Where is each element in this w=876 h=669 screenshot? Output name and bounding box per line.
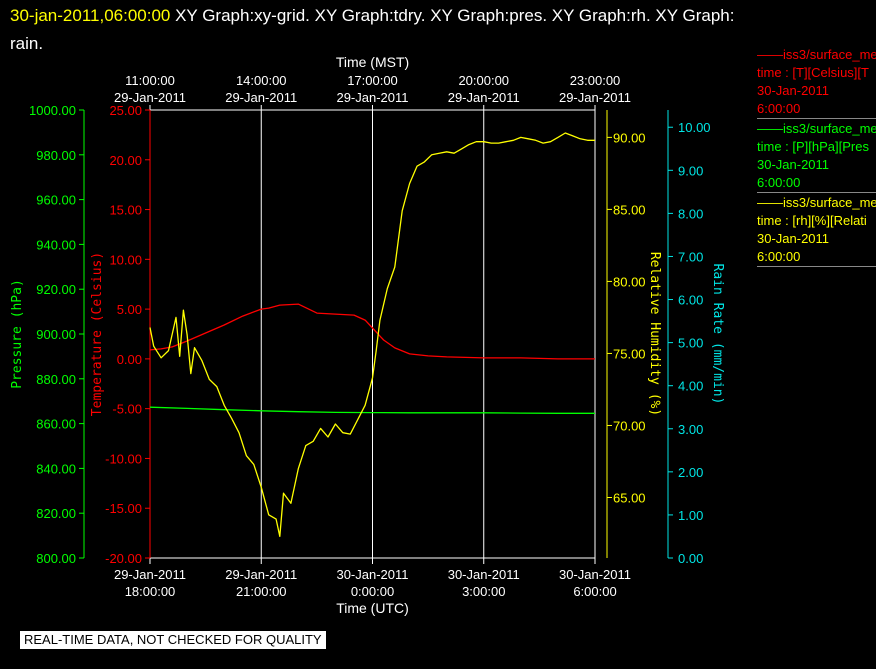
rain-tick-label: 4.00 [678, 379, 703, 394]
x-top-tick-label-date: 29-Jan-2011 [559, 90, 631, 105]
x-top-tick-label-date: 29-Jan-2011 [448, 90, 520, 105]
temperature-tick-label: -10.00 [105, 451, 142, 466]
pressure-tick-label: 920.00 [36, 282, 76, 297]
x-tick-label-time: 0:00:00 [351, 584, 394, 599]
rain-tick-label: 6.00 [678, 293, 703, 308]
x-top-axis-title: Time (MST) [336, 54, 409, 70]
x-tick-label-time: 3:00:00 [462, 584, 505, 599]
legend-variable: time : [rh][%][Relati [757, 213, 867, 228]
x-top-tick-label-time: 14:00:00 [236, 73, 287, 88]
legend-line-label: ——iss3/surface_me [757, 195, 876, 210]
rain-tick-label: 5.00 [678, 336, 703, 351]
legend-entry-temperature[interactable]: ——iss3/surface_me time : [T][Celsius][T … [757, 46, 876, 119]
humidity-tick-label: 70.00 [613, 418, 646, 433]
x-tick-label-date: 29-Jan-2011 [114, 567, 186, 582]
x-top-tick-label-time: 23:00:00 [570, 73, 621, 88]
x-top-tick-label-time: 11:00:00 [125, 73, 175, 88]
legend-line-label: ——iss3/surface_me [757, 121, 876, 136]
humidity-tick-label: 65.00 [613, 490, 646, 505]
series-line-temperature [149, 303, 595, 360]
temperature-tick-label: 20.00 [109, 153, 142, 168]
humidity-tick-label: 90.00 [613, 130, 646, 145]
title-timestamp: 30-jan-2011,06:00:00 [10, 6, 171, 25]
x-top-tick-label-date: 29-Jan-2011 [114, 90, 186, 105]
x-top-tick-label-date: 29-Jan-2011 [225, 90, 297, 105]
pressure-tick-label: 980.00 [36, 148, 76, 163]
x-axis-title: Time (UTC) [336, 600, 409, 616]
legend-variable: time : [P][hPa][Pres [757, 139, 869, 154]
legend-date: 30-Jan-2011 [757, 157, 830, 172]
pressure-axis-title: Pressure (hPa) [10, 279, 25, 389]
pressure-tick-label: 1000.00 [29, 103, 76, 118]
x-tick-label-time: 21:00:00 [236, 584, 287, 599]
rain-tick-label: 8.00 [678, 206, 703, 221]
temperature-axis-title: Temperature (Celsius) [90, 252, 105, 416]
rain-tick-label: 9.00 [678, 163, 703, 178]
x-top-tick-label-time: 17:00:00 [347, 73, 398, 88]
x-tick-label-date: 29-Jan-2011 [225, 567, 297, 582]
x-tick-label-time: 6:00:00 [573, 584, 616, 599]
temperature-tick-label: -20.00 [105, 551, 142, 566]
x-top-tick-label-date: 29-Jan-2011 [336, 90, 408, 105]
legend-time: 6:00:00 [757, 175, 801, 190]
legend-line-label: ——iss3/surface_me [757, 47, 876, 62]
humidity-axis-title: Relative Humidity (%) [647, 252, 662, 416]
rain-tick-label: 10.00 [678, 120, 711, 135]
pressure-tick-label: 880.00 [36, 372, 76, 387]
temperature-tick-label: 0.00 [117, 352, 142, 367]
legend-date: 30-Jan-2011 [757, 231, 830, 246]
rain-tick-label: 7.00 [678, 249, 703, 264]
title-graph-list: XY Graph:xy-grid. XY Graph:tdry. XY Grap… [170, 6, 735, 25]
temperature-tick-label: 5.00 [117, 302, 142, 317]
x-top-tick-label-time: 20:00:00 [458, 73, 509, 88]
humidity-tick-label: 85.00 [613, 202, 646, 217]
pressure-tick-label: 820.00 [36, 506, 76, 521]
pressure-tick-label: 940.00 [36, 237, 76, 252]
temperature-tick-label: -5.00 [112, 402, 142, 417]
legend-variable: time : [T][Celsius][T [757, 65, 869, 80]
x-tick-label-date: 30-Jan-2011 [336, 567, 408, 582]
series-legend: ——iss3/surface_me time : [T][Celsius][T … [757, 46, 876, 268]
rain-tick-label: 3.00 [678, 422, 703, 437]
graph-title-line: 30-jan-2011,06:00:00 XY Graph:xy-grid. X… [10, 2, 850, 58]
temperature-tick-label: 25.00 [109, 103, 142, 118]
rain-axis-title: Rain Rate (mm/min) [710, 264, 725, 405]
temperature-tick-label: 10.00 [109, 252, 142, 267]
pressure-tick-label: 800.00 [36, 551, 76, 566]
rain-tick-label: 1.00 [678, 508, 703, 523]
legend-entry-pressure[interactable]: ——iss3/surface_me time : [P][hPa][Pres 3… [757, 120, 876, 193]
rain-tick-label: 2.00 [678, 465, 703, 480]
pressure-tick-label: 900.00 [36, 327, 76, 342]
legend-time: 6:00:00 [757, 249, 801, 264]
humidity-tick-label: 75.00 [613, 346, 646, 361]
legend-entry-humidity[interactable]: ——iss3/surface_me time : [rh][%][Relati … [757, 194, 876, 267]
series-line-humidity [149, 132, 595, 538]
x-tick-label-date: 30-Jan-2011 [559, 567, 631, 582]
quality-warning: REAL-TIME DATA, NOT CHECKED FOR QUALITY [20, 631, 326, 649]
temperature-tick-label: -15.00 [105, 501, 142, 516]
humidity-tick-label: 80.00 [613, 274, 646, 289]
legend-date: 30-Jan-2011 [757, 83, 830, 98]
pressure-tick-label: 860.00 [36, 417, 76, 432]
title-graph-list-cont: rain. [10, 34, 44, 53]
pressure-tick-label: 960.00 [36, 193, 76, 208]
x-tick-label-date: 30-Jan-2011 [448, 567, 520, 582]
pressure-tick-label: 840.00 [36, 461, 76, 476]
rain-tick-label: 0.00 [678, 551, 703, 566]
series-line-pressure [149, 406, 595, 414]
x-tick-label-time: 18:00:00 [125, 584, 176, 599]
legend-time: 6:00:00 [757, 101, 801, 116]
temperature-tick-label: 15.00 [109, 203, 142, 218]
